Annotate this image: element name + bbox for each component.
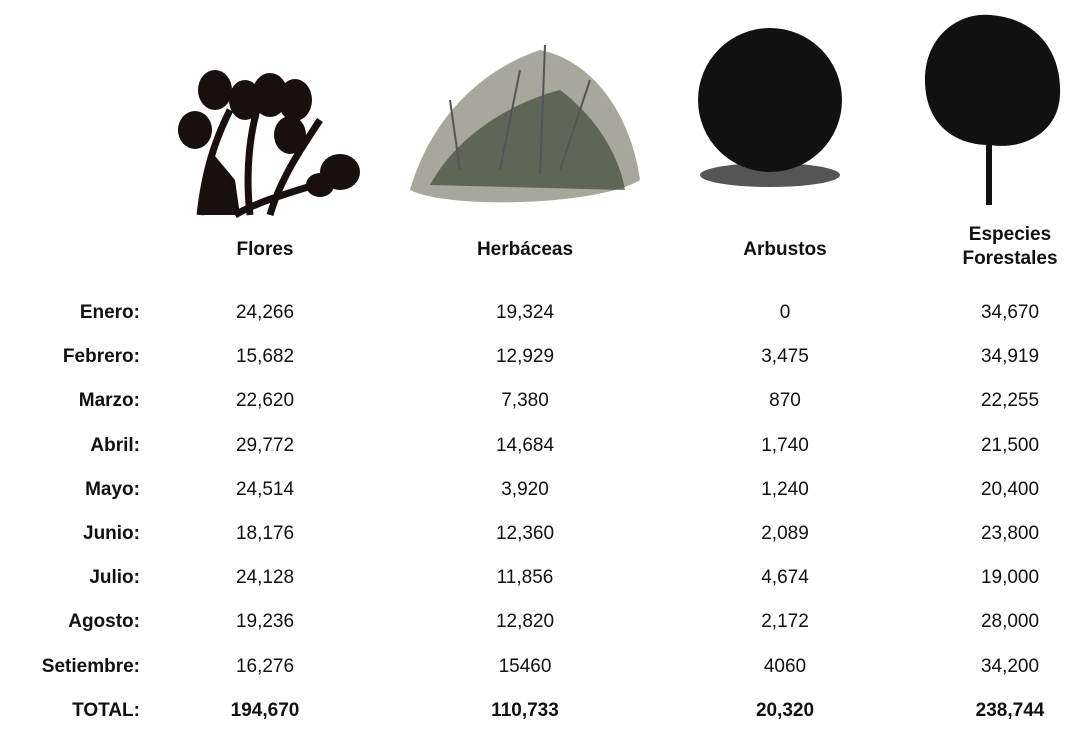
cell-value: 20,400 [920,478,1070,502]
column-header: Especies Forestales [955,223,1065,271]
cell-value: 12,360 [435,522,615,546]
cell-value: 2,089 [695,522,875,546]
cell-value: 1,240 [695,478,875,502]
page: Flores Herbáceas Arbustos Especies Forestal… [0,0,1070,756]
row-label: Agosto: [0,610,140,634]
cell-value: 19,000 [920,566,1070,590]
cell-value: 24,266 [175,301,355,325]
cell-value: 22,620 [175,389,355,413]
column-header: Flores [175,238,355,262]
cell-value: 4,674 [695,566,875,590]
cell-value: 7,380 [435,389,615,413]
cell-value: 16,276 [175,655,355,679]
cell-value: 870 [695,389,875,413]
cell-value: 18,176 [175,522,355,546]
cell-value: 14,684 [435,434,615,458]
row-label: Marzo: [0,389,140,413]
cell-value: 34,670 [920,301,1070,325]
cell-value: 2,172 [695,610,875,634]
cell-value: 15460 [435,655,615,679]
cell-value: 28,000 [920,610,1070,634]
cell-value: 19,324 [435,301,615,325]
cell-value: 3,920 [435,478,615,502]
cell-value: 29,772 [175,434,355,458]
cell-value: 21,500 [920,434,1070,458]
column-header: Herbáceas [435,238,615,262]
cell-value: 22,255 [920,389,1070,413]
row-label: Mayo: [0,478,140,502]
bush-image [698,28,842,187]
total-label: TOTAL: [0,699,140,723]
cell-value: 3,475 [695,345,875,369]
tree-image [925,15,1060,205]
total-value: 194,670 [175,699,355,723]
total-value: 20,320 [695,699,875,723]
total-value: 110,733 [435,699,615,723]
row-label: Febrero: [0,345,140,369]
cell-value: 0 [695,301,875,325]
total-value: 238,744 [920,699,1070,723]
row-label: Setiembre: [0,655,140,679]
row-label: Julio: [0,566,140,590]
cell-value: 4060 [695,655,875,679]
cell-value: 12,820 [435,610,615,634]
row-label: Enero: [0,301,140,325]
cell-value: 11,856 [435,566,615,590]
row-label: Abril: [0,434,140,458]
cell-value: 15,682 [175,345,355,369]
plant-images [0,0,1070,230]
row-label: Junio: [0,522,140,546]
cell-value: 24,128 [175,566,355,590]
cell-value: 34,919 [920,345,1070,369]
flowers-image [178,70,360,215]
cell-value: 1,740 [695,434,875,458]
column-header: Arbustos [695,238,875,262]
cell-value: 12,929 [435,345,615,369]
herbs-image [410,45,640,202]
cell-value: 34,200 [920,655,1070,679]
cell-value: 24,514 [175,478,355,502]
cell-value: 19,236 [175,610,355,634]
cell-value: 23,800 [920,522,1070,546]
